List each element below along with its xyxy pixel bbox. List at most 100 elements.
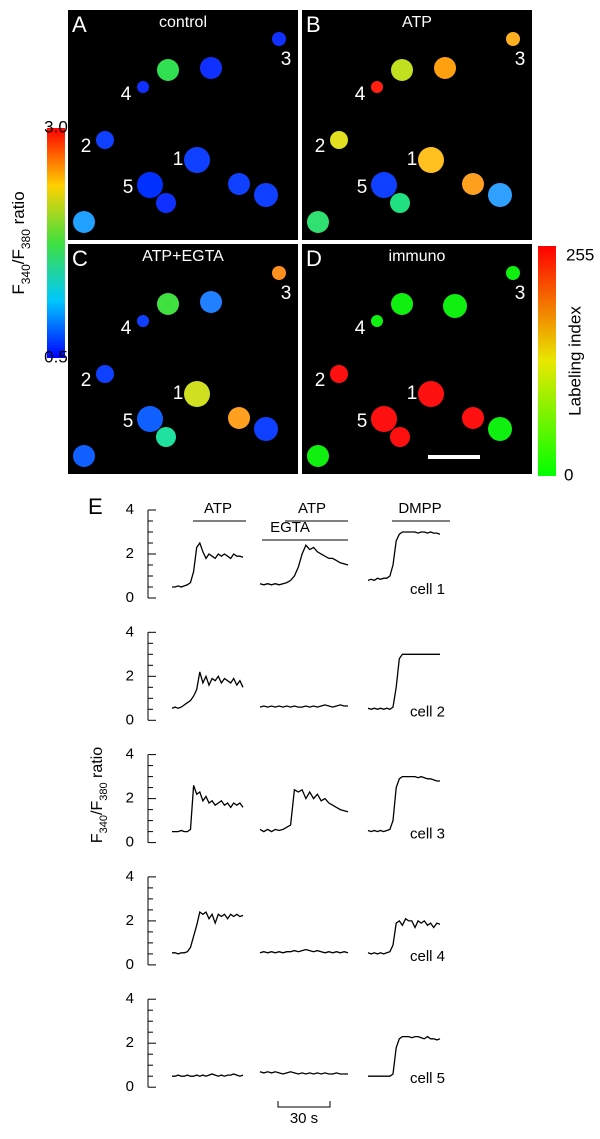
condition-label: ATP <box>298 500 326 517</box>
cell <box>96 365 114 383</box>
cell-number: 5 <box>123 177 134 198</box>
y-tick-label: 4 <box>126 501 134 518</box>
cell-number: 4 <box>121 84 132 105</box>
cell-number: 5 <box>357 177 368 198</box>
cell <box>307 211 329 233</box>
panel-title: ATP <box>402 14 432 31</box>
label-part: ratio <box>9 191 28 229</box>
image-panel: B ATP 1 2 3 4 5 <box>302 10 532 240</box>
cell <box>391 59 413 81</box>
cell-number: 5 <box>357 411 368 432</box>
cell <box>462 173 484 195</box>
label-part: F <box>9 284 28 294</box>
cell <box>272 32 286 46</box>
cell <box>157 59 179 81</box>
trace <box>259 1071 348 1075</box>
trace <box>172 1073 244 1077</box>
cell <box>506 266 520 280</box>
cell <box>488 417 512 441</box>
panel-letter: E <box>88 494 103 519</box>
y-tick-label: 4 <box>126 868 134 885</box>
label-part: F <box>89 833 106 843</box>
cell <box>200 291 222 313</box>
cell-number: 2 <box>81 370 92 391</box>
label-part: 340 <box>19 264 33 284</box>
cell <box>157 293 179 315</box>
cell <box>307 445 329 467</box>
trace <box>367 917 441 955</box>
label-part: /F <box>89 801 106 815</box>
colorbar-label: Labeling index <box>565 306 584 416</box>
cell-label: cell 3 <box>410 826 445 843</box>
cell <box>73 211 95 233</box>
condition-label: ATP <box>204 500 232 517</box>
cell <box>137 81 149 93</box>
y-tick-label: 0 <box>126 956 134 973</box>
cell-number: 1 <box>173 149 184 170</box>
panel-letter: A <box>72 12 87 37</box>
cell <box>434 57 456 79</box>
cell <box>156 193 176 213</box>
cell <box>156 427 176 447</box>
y-tick-label: 2 <box>126 667 134 684</box>
y-tick-label: 4 <box>126 746 134 763</box>
y-tick-label: 4 <box>126 990 134 1007</box>
trace <box>259 704 348 708</box>
colorbar-max: 3.0 <box>44 117 68 136</box>
label-part: /F <box>9 249 28 264</box>
cell-number: 1 <box>173 383 184 404</box>
cell <box>390 193 410 213</box>
cell-number: 2 <box>81 136 92 157</box>
panel-title: ATP+EGTA <box>142 248 224 265</box>
cell <box>137 315 149 327</box>
cell <box>443 294 467 318</box>
cell-number: 3 <box>281 283 292 304</box>
colorbar-min: 0.5 <box>44 347 68 366</box>
y-tick-label: 0 <box>126 589 134 606</box>
cell-number: 5 <box>123 411 134 432</box>
cell <box>272 266 286 280</box>
trace <box>259 788 349 833</box>
cell-number: 4 <box>355 318 366 339</box>
y-tick-label: 2 <box>126 912 134 929</box>
trace <box>172 785 244 833</box>
y-tick-label: 2 <box>126 545 134 562</box>
trace <box>367 531 441 582</box>
cell-number: 3 <box>281 49 292 70</box>
y-axis-label: F340/F380 ratio <box>89 747 110 843</box>
condition-label: DMPP <box>398 500 441 517</box>
image-panel: C ATP+EGTA 1 2 3 4 5 <box>68 244 298 474</box>
trace <box>171 671 244 709</box>
y-tick-label: 4 <box>126 623 134 640</box>
cell <box>418 381 444 407</box>
cell-label: cell 4 <box>410 948 445 965</box>
cell <box>200 57 222 79</box>
cell <box>330 131 348 149</box>
panel-letter: C <box>72 246 88 271</box>
time-scale-bar <box>277 1101 331 1108</box>
cell <box>137 172 163 198</box>
cell <box>371 172 397 198</box>
cell <box>137 406 163 432</box>
ratio-colorbar <box>47 128 65 358</box>
cell <box>506 32 520 46</box>
cell-label: cell 1 <box>410 581 445 598</box>
cell <box>371 81 383 93</box>
cell <box>254 183 278 207</box>
cell-number: 2 <box>315 136 326 157</box>
cell <box>228 407 250 429</box>
cell <box>96 131 114 149</box>
trace <box>259 543 349 586</box>
condition-label: EGTA <box>270 519 310 536</box>
cell <box>391 293 413 315</box>
cell-number: 3 <box>515 283 526 304</box>
cell-label: cell 2 <box>410 703 445 720</box>
cell-label: cell 5 <box>410 1070 445 1087</box>
label-part: 380 <box>98 782 110 800</box>
cell <box>184 381 210 407</box>
cell <box>371 315 383 327</box>
time-scale-label: 30 s <box>290 1110 318 1127</box>
